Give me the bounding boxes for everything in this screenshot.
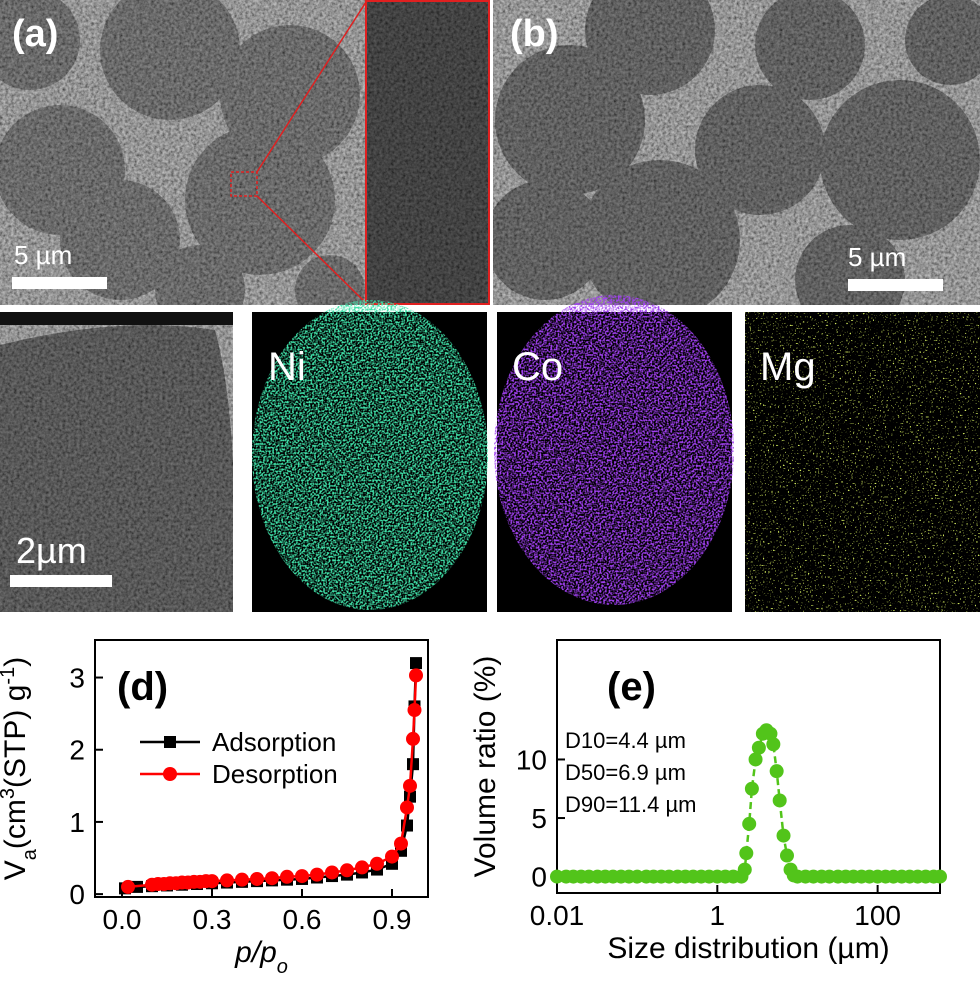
map-mg-dots [745, 312, 980, 612]
data-point [385, 849, 399, 864]
sem-image-b [493, 0, 980, 305]
x-tick-label: 0.6 [283, 904, 322, 935]
y-axis-label-part: (cm [0, 799, 32, 849]
x-axis-label-part: Size distribution (µm) [607, 932, 889, 965]
data-point [409, 668, 423, 683]
data-point [205, 874, 219, 889]
x-tick-label: 0.9 [373, 904, 412, 935]
legend-label: Desorption [212, 759, 338, 789]
legend-marker [164, 736, 176, 748]
annotation: D50=6.9 µm [565, 760, 686, 785]
data-point [370, 856, 384, 871]
y-axis-label-part: a [19, 848, 41, 860]
y-axis-label-part: ) [0, 657, 32, 667]
element-map-ni [252, 300, 488, 612]
panel-label: (b) [510, 13, 559, 55]
element-map-co [494, 295, 734, 612]
y-axis-label-part: -1 [0, 667, 19, 685]
x-tick-label: 100 [854, 900, 901, 931]
x-tick-label: 1 [710, 900, 726, 931]
sem-cross-section [0, 312, 233, 612]
data-point [763, 726, 778, 741]
data-point [355, 860, 369, 875]
data-point [121, 879, 135, 894]
data-point [220, 873, 234, 888]
y-axis-label: Va(cm3(STP) g-1) [0, 657, 41, 880]
element-map-mg [745, 312, 980, 612]
data-point [410, 657, 422, 670]
data-point [769, 764, 784, 779]
legend-marker [163, 767, 177, 781]
data-point [779, 848, 794, 863]
data-point [265, 871, 279, 886]
y-axis-label-part: V [0, 860, 32, 880]
y-tick-label: 5 [531, 803, 547, 834]
x-axis-label-part: p [259, 936, 277, 969]
scale-bar-label: 2µm [16, 530, 87, 571]
data-point [295, 869, 309, 884]
sem-image-a [0, 0, 490, 305]
data-point [748, 752, 763, 767]
x-axis-label: Size distribution (µm) [607, 932, 889, 965]
y-tick-label: 1 [69, 807, 85, 838]
data-point [250, 871, 264, 886]
annotation: D90=11.4 µm [565, 792, 697, 817]
data-point [406, 731, 420, 746]
element-label: Mg [760, 345, 816, 389]
x-axis-label-part: p [234, 936, 252, 969]
y-tick-label: 0 [69, 879, 85, 910]
data-point [407, 758, 419, 771]
data-point [407, 703, 422, 718]
plot-frame [94, 639, 429, 898]
map-ni-dots [252, 300, 488, 610]
data-point [772, 793, 787, 808]
element-label: Ni [268, 345, 306, 389]
y-axis-label: Volume ratio (%) [469, 656, 502, 878]
data-point [310, 867, 324, 882]
panel-label: (e) [607, 665, 656, 709]
y-tick-label: 10 [516, 744, 547, 775]
data-point [737, 862, 752, 877]
data-point [280, 869, 294, 884]
scale-bar-label: 5 µm [848, 242, 906, 272]
map-co-dots [494, 295, 734, 605]
data-point [766, 737, 781, 752]
legend-label: Adsorption [212, 727, 336, 757]
plot-frame [556, 639, 941, 894]
data-point [325, 865, 339, 880]
data-point [933, 869, 947, 884]
data-point [394, 836, 408, 851]
data-point [776, 828, 791, 843]
scale-bar-label: 5 µm [14, 240, 72, 270]
data-point [403, 778, 417, 793]
data-point [742, 816, 757, 831]
x-tick-label: 0.3 [193, 904, 232, 935]
data-point [340, 863, 354, 878]
data-point [235, 872, 249, 887]
annotation: D10=4.4 µm [565, 728, 686, 753]
y-tick-label: 2 [69, 735, 85, 766]
y-axis-label-part: (STP) g [0, 685, 32, 788]
x-axis-label-part: o [277, 956, 288, 978]
y-axis-label-part: 3 [0, 788, 19, 799]
y-tick-label: 3 [69, 663, 85, 694]
y-axis-label-part: Volume ratio (%) [469, 656, 502, 878]
data-point [739, 846, 754, 861]
data-point [751, 740, 766, 755]
panel-label: (d) [117, 665, 168, 709]
x-axis-label: p/po [234, 936, 288, 978]
x-tick-label: 0.01 [530, 900, 585, 931]
x-tick-label: 0.0 [103, 904, 142, 935]
panel-label: (a) [12, 13, 58, 55]
y-tick-label: 0 [531, 862, 547, 893]
x-axis-label-part: / [250, 936, 263, 969]
element-label: Co [512, 345, 563, 389]
data-point [744, 781, 759, 796]
data-point [400, 800, 414, 815]
